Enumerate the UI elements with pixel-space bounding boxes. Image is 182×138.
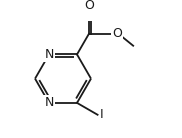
Text: N: N	[44, 48, 54, 61]
Text: O: O	[84, 0, 94, 12]
Text: O: O	[112, 27, 122, 40]
Text: N: N	[44, 96, 54, 109]
Text: I: I	[100, 108, 104, 121]
